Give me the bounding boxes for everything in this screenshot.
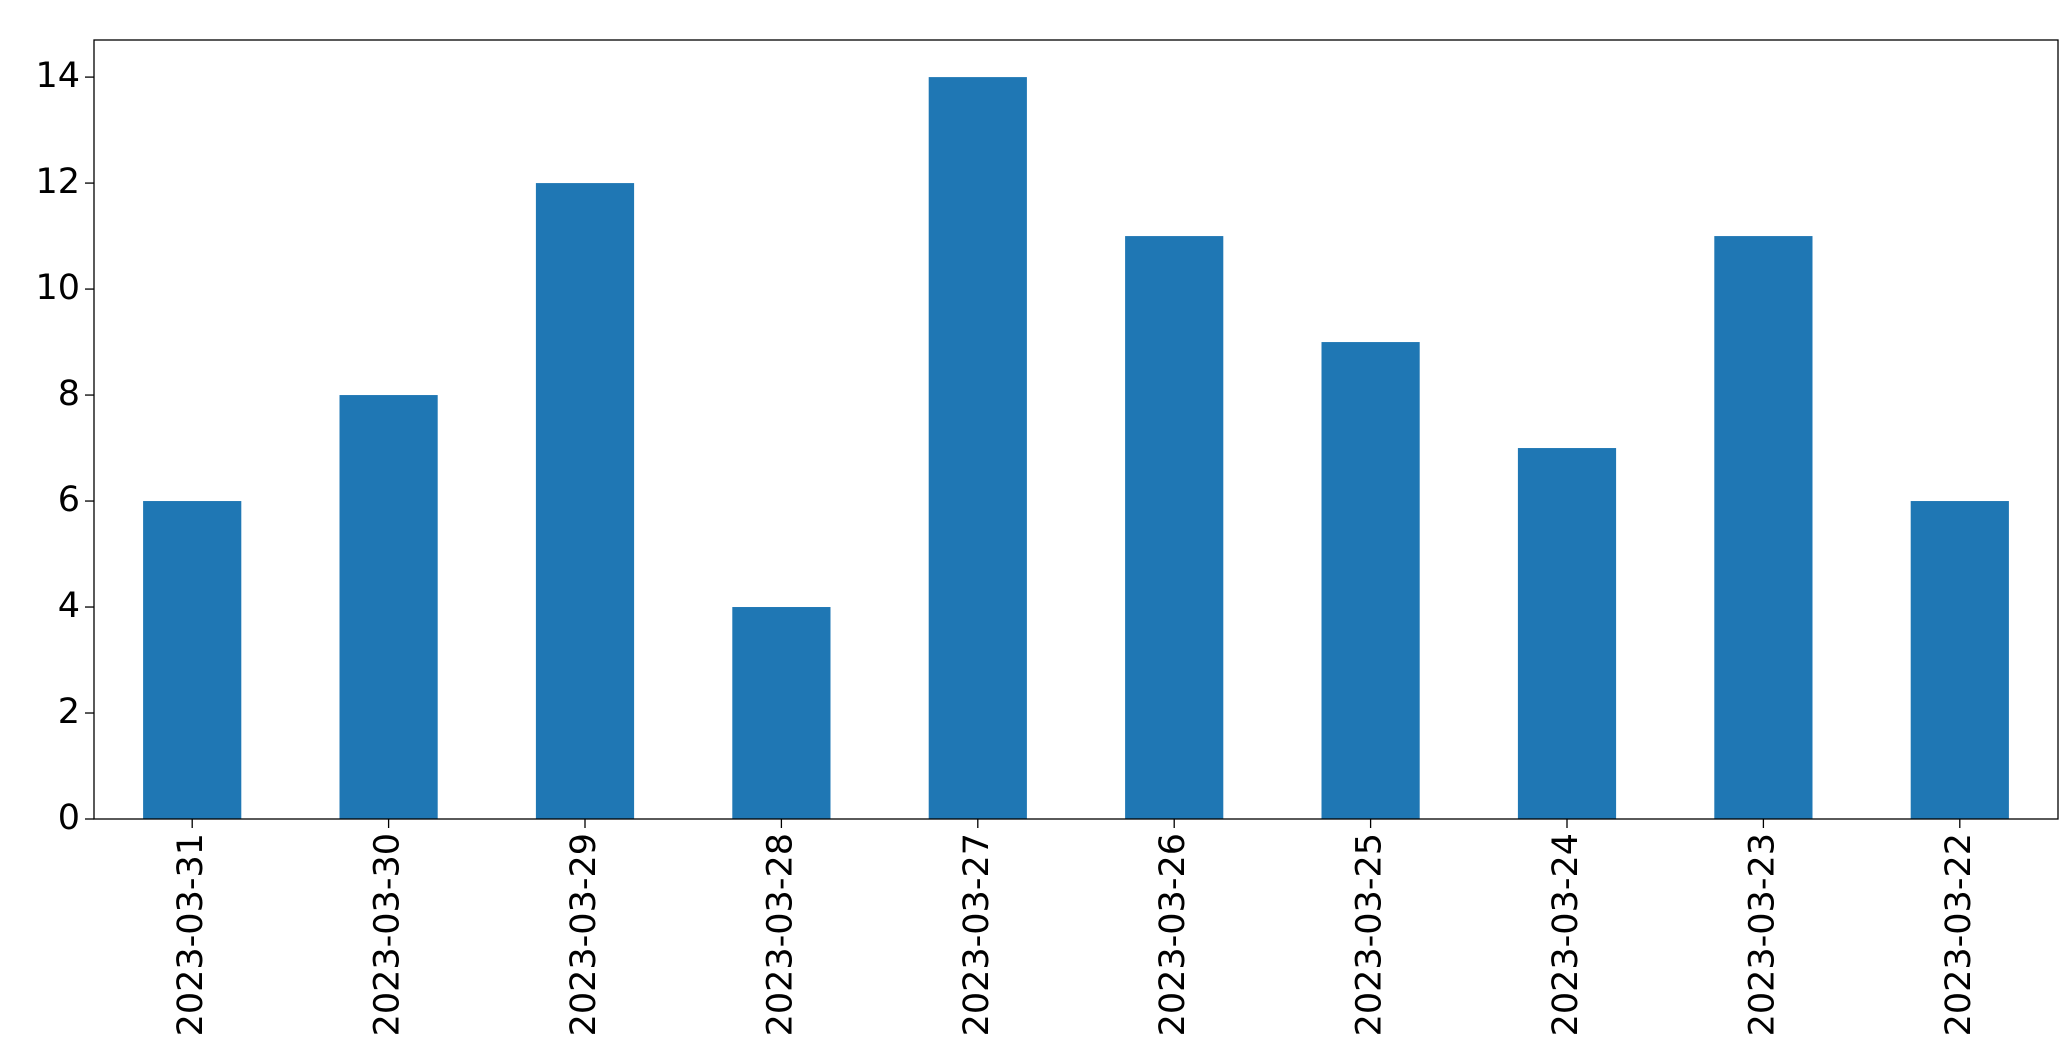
bar bbox=[1321, 342, 1420, 819]
bar bbox=[928, 77, 1027, 820]
x-tick-label: 2023-03-27 bbox=[957, 833, 997, 1036]
y-tick-label: 10 bbox=[35, 268, 80, 308]
bar bbox=[535, 183, 635, 819]
bar bbox=[339, 395, 438, 819]
bar bbox=[1517, 448, 1617, 819]
x-tick-label: 2023-03-31 bbox=[171, 833, 211, 1036]
y-tick-label: 12 bbox=[35, 162, 80, 202]
y-tick-label: 8 bbox=[58, 374, 80, 414]
x-tick-label: 2023-03-23 bbox=[1742, 833, 1782, 1036]
bar bbox=[1910, 501, 2009, 819]
y-tick-label: 6 bbox=[58, 480, 80, 520]
bar bbox=[143, 501, 242, 819]
bar bbox=[1125, 236, 1224, 819]
y-tick-label: 0 bbox=[58, 798, 80, 838]
bar bbox=[732, 607, 831, 819]
x-tick-label: 2023-03-25 bbox=[1350, 833, 1390, 1036]
y-tick-label: 4 bbox=[58, 586, 80, 626]
y-tick-label: 14 bbox=[35, 56, 80, 96]
x-tick-label: 2023-03-28 bbox=[760, 833, 800, 1036]
x-tick-label: 2023-03-26 bbox=[1153, 833, 1193, 1036]
bar bbox=[1714, 236, 1813, 819]
y-tick-label: 2 bbox=[58, 692, 80, 732]
x-tick-label: 2023-03-30 bbox=[368, 833, 408, 1036]
x-tick-label: 2023-03-29 bbox=[564, 833, 604, 1036]
plot-frame bbox=[93, 39, 2059, 820]
x-tick-label: 2023-03-22 bbox=[1939, 833, 1979, 1036]
x-tick-label: 2023-03-24 bbox=[1546, 833, 1586, 1036]
